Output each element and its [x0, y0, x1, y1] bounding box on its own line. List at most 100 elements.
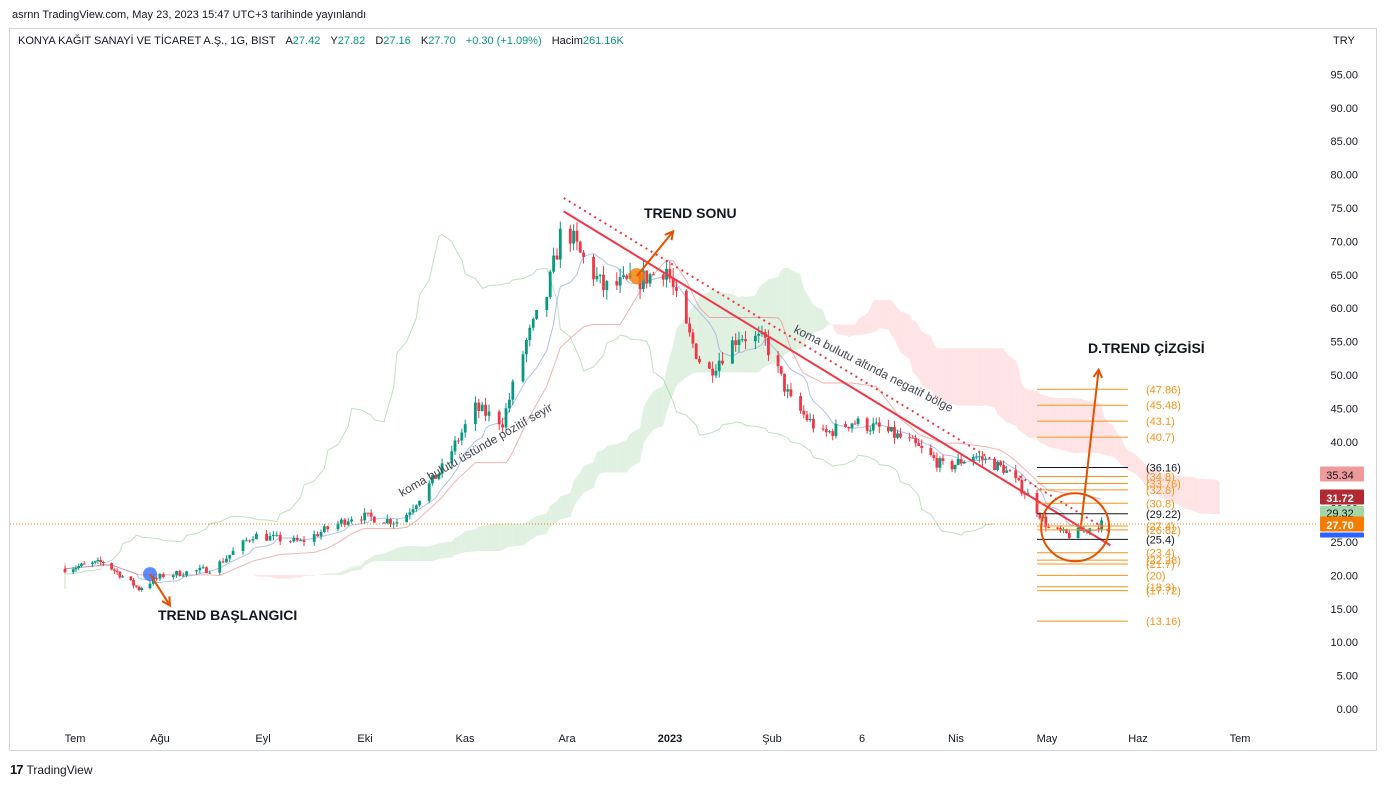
candle-body — [434, 475, 438, 479]
cloud-segment — [351, 565, 362, 572]
candle-body — [408, 512, 412, 515]
y-tick-label: 95.00 — [1330, 69, 1358, 81]
candle-body — [185, 571, 188, 576]
cloud-segment — [1042, 394, 1046, 446]
y-tick-label: 85.00 — [1330, 136, 1358, 148]
candle-body — [555, 255, 559, 260]
candle-body — [312, 534, 316, 542]
candle-body — [77, 566, 81, 569]
cloud-segment — [722, 292, 733, 373]
cloud-segment — [787, 267, 791, 353]
cloud-segment — [790, 269, 801, 351]
cloud-segment — [745, 295, 756, 373]
candle-body — [598, 274, 602, 276]
cloud-segment — [955, 348, 959, 406]
candle-body — [548, 271, 552, 297]
y-tick-label: 75.00 — [1330, 203, 1358, 215]
candle-body — [911, 437, 915, 439]
level-label: (23.4) — [1146, 548, 1175, 560]
candle-body — [395, 522, 399, 524]
candle-body — [779, 366, 783, 374]
candle-body — [625, 275, 629, 279]
candle-body — [847, 426, 851, 429]
cloud-segment — [912, 319, 916, 376]
cloud-segment — [646, 396, 651, 438]
cloud-segment — [361, 560, 365, 570]
candle-body — [789, 389, 793, 397]
candle-body — [622, 275, 625, 278]
cloud-segment — [900, 311, 910, 360]
cloud-segment — [616, 442, 621, 473]
candle-body — [363, 512, 367, 521]
candle-body — [1026, 493, 1030, 495]
candle-body — [316, 534, 319, 537]
level-label: (20) — [1146, 570, 1166, 582]
cloud-segment — [1113, 425, 1117, 460]
cloud-segment — [557, 496, 561, 522]
cloud-segment — [593, 451, 597, 489]
candle-body — [1100, 520, 1103, 530]
candle-body — [568, 228, 572, 244]
cloud-segment — [1122, 440, 1126, 468]
candle-body — [592, 256, 595, 280]
cloud-segment — [640, 408, 644, 462]
symbol-legend: KONYA KAĞIT SANAYİ VE TİCARET A.Ş., 1G, … — [18, 35, 624, 47]
cloud-segment — [442, 541, 452, 559]
candle-body — [265, 533, 268, 541]
cloud-segment — [709, 288, 713, 373]
candle-body — [201, 567, 205, 569]
cloud-segment — [206, 565, 210, 566]
candle-body — [828, 431, 831, 433]
cloud-segment — [314, 574, 318, 576]
cloud-segment — [1134, 453, 1139, 477]
cloud-segment — [338, 571, 342, 575]
footer-brand[interactable]: 17 TradingView — [10, 762, 93, 777]
candle-body — [457, 440, 460, 442]
candle-body — [382, 522, 386, 524]
cloud-segment — [596, 450, 601, 478]
candle-body — [289, 541, 292, 543]
candle-body — [984, 458, 987, 460]
y-tick-label: 55.00 — [1330, 337, 1358, 349]
cloud-segment — [1015, 360, 1019, 431]
cloud-segment — [848, 324, 852, 337]
chart-frame — [9, 28, 1377, 751]
level-label: (17.72) — [1146, 586, 1181, 598]
level-label: (45.48) — [1146, 400, 1181, 412]
cloud-segment — [348, 566, 352, 573]
candle-body — [744, 339, 747, 342]
candle-body — [389, 519, 392, 524]
candle-body — [80, 563, 83, 567]
candle-body — [161, 574, 165, 578]
cloud-segment — [650, 391, 654, 434]
candle-body — [821, 428, 825, 430]
candle-body — [292, 537, 296, 542]
candle-body — [668, 268, 672, 279]
candle-body — [418, 500, 421, 506]
candle-body — [799, 396, 802, 411]
candle-body — [932, 455, 936, 458]
cloud-segment — [550, 503, 554, 527]
candle-body — [521, 354, 525, 382]
candle-body — [1076, 527, 1080, 539]
cloud-segment — [742, 296, 746, 373]
cloud-segment — [994, 348, 998, 415]
currency-label[interactable]: TRY — [1333, 35, 1355, 47]
low-label: D — [375, 35, 384, 47]
candle-body — [82, 563, 86, 565]
cloud-segment — [973, 348, 977, 406]
candle-body — [890, 426, 893, 432]
candle-body — [453, 440, 457, 452]
candle-body — [504, 408, 508, 428]
candle-body — [552, 255, 555, 272]
candle-body — [783, 373, 786, 392]
cloud-segment — [915, 321, 919, 379]
candle-body — [218, 561, 222, 573]
candle-body — [508, 399, 511, 409]
candle-body — [1002, 465, 1006, 473]
cloud-segment — [1175, 475, 1183, 508]
cloud-segment — [897, 307, 901, 353]
candle-body — [1017, 478, 1021, 481]
y-tick-label: 10.00 — [1330, 637, 1358, 649]
